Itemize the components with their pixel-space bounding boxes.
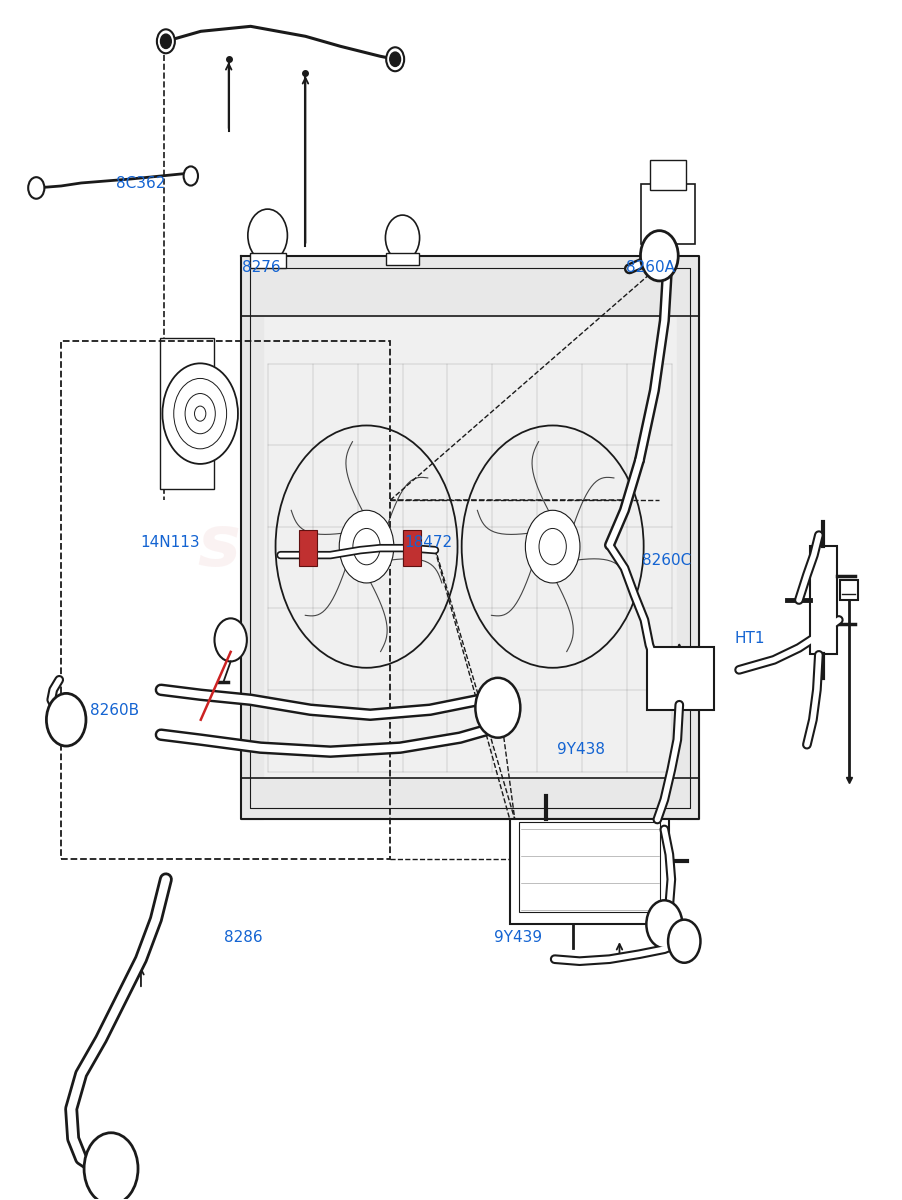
- Bar: [661, 646, 683, 678]
- Bar: [810, 546, 837, 654]
- Text: 14N113: 14N113: [141, 535, 200, 550]
- Bar: [519, 822, 660, 912]
- Text: 9Y439: 9Y439: [494, 930, 542, 946]
- Bar: [573, 450, 595, 482]
- Bar: [299, 530, 318, 566]
- Bar: [595, 482, 617, 515]
- Circle shape: [385, 215, 419, 260]
- Circle shape: [542, 532, 564, 562]
- Bar: [507, 613, 529, 646]
- Bar: [551, 548, 573, 581]
- Circle shape: [215, 618, 247, 661]
- Circle shape: [161, 34, 171, 48]
- Circle shape: [525, 510, 580, 583]
- Bar: [485, 646, 507, 678]
- Circle shape: [475, 678, 520, 738]
- Text: 8276: 8276: [243, 259, 281, 275]
- Text: 8260B: 8260B: [89, 703, 139, 718]
- Bar: [485, 581, 507, 613]
- Text: 8260C: 8260C: [641, 553, 691, 568]
- Bar: [386, 253, 419, 265]
- Bar: [661, 450, 683, 482]
- Bar: [647, 648, 714, 709]
- Bar: [403, 530, 421, 566]
- Text: HT1: HT1: [734, 631, 765, 646]
- Bar: [573, 646, 595, 678]
- Circle shape: [28, 178, 44, 199]
- Bar: [573, 515, 595, 548]
- Bar: [485, 515, 507, 548]
- Circle shape: [355, 532, 377, 562]
- Bar: [639, 548, 661, 581]
- Bar: [61, 341, 391, 859]
- Bar: [595, 613, 617, 646]
- Bar: [595, 548, 617, 581]
- Circle shape: [84, 1133, 138, 1200]
- Bar: [529, 581, 551, 613]
- Circle shape: [184, 167, 198, 186]
- Text: 8C362: 8C362: [116, 176, 166, 191]
- Bar: [640, 184, 695, 244]
- Text: 8286: 8286: [225, 930, 263, 946]
- Bar: [529, 646, 551, 678]
- Circle shape: [339, 510, 394, 583]
- Text: c        parts: c parts: [254, 594, 396, 618]
- Circle shape: [668, 919, 701, 962]
- Text: 18472: 18472: [404, 535, 453, 550]
- Bar: [617, 581, 639, 613]
- Bar: [617, 450, 639, 482]
- Bar: [661, 581, 683, 613]
- Bar: [649, 160, 686, 190]
- Circle shape: [248, 209, 288, 262]
- Text: 8260A: 8260A: [626, 259, 676, 275]
- Bar: [617, 646, 639, 678]
- Circle shape: [647, 900, 682, 948]
- Circle shape: [390, 52, 400, 66]
- Bar: [529, 450, 551, 482]
- Circle shape: [640, 230, 678, 281]
- Circle shape: [46, 694, 86, 746]
- Circle shape: [157, 29, 175, 53]
- Bar: [551, 482, 573, 515]
- Bar: [840, 581, 858, 600]
- Bar: [160, 338, 214, 490]
- Bar: [551, 613, 573, 646]
- Bar: [573, 581, 595, 613]
- Bar: [510, 820, 669, 924]
- Bar: [639, 613, 661, 646]
- Polygon shape: [263, 316, 676, 778]
- Text: solopia: solopia: [197, 511, 489, 581]
- Circle shape: [162, 364, 238, 464]
- Bar: [507, 548, 529, 581]
- Bar: [529, 515, 551, 548]
- Bar: [485, 450, 507, 482]
- Text: 9Y438: 9Y438: [557, 742, 605, 757]
- Bar: [617, 515, 639, 548]
- Circle shape: [386, 47, 404, 71]
- Bar: [639, 482, 661, 515]
- Bar: [661, 515, 683, 548]
- Bar: [250, 253, 286, 268]
- Bar: [507, 482, 529, 515]
